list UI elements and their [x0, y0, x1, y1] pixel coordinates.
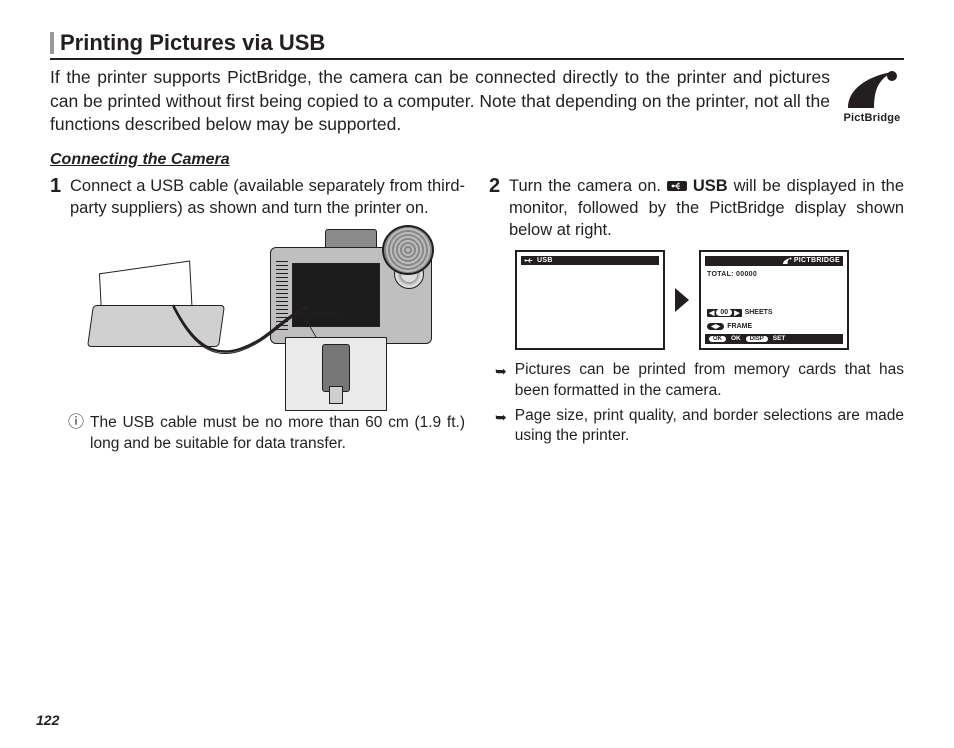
screen-total: TOTAL: 00000: [707, 271, 757, 278]
screen-pictbridge: PICTBRIDGE TOTAL: 00000 ◀00▶ SHEETS ◀▶ F…: [699, 250, 849, 350]
columns: 1 Connect a USB cable (available separat…: [50, 175, 904, 455]
usb-badge: [667, 181, 687, 191]
note-2-text: Page size, print quality, and border sel…: [515, 406, 904, 448]
step-2: 2 Turn the camera on. USB will b: [489, 175, 904, 242]
usb-icon: [671, 182, 681, 190]
screen-usb-banner-text: USB: [537, 257, 553, 264]
frame-btn-badge: ◀▶: [707, 323, 724, 330]
subheading: Connecting the Camera: [50, 151, 904, 169]
set-btn-badge: DISP: [745, 335, 769, 343]
step-2-text: Turn the camera on. USB will be displaye…: [509, 175, 904, 242]
screen-previews: USB PICTBRIDGE: [515, 250, 904, 350]
right-column: 2 Turn the camera on. USB will b: [489, 175, 904, 455]
step-1-number: 1: [50, 175, 64, 197]
step-2-pre: Turn the camera on.: [509, 177, 667, 195]
step-1: 1 Connect a USB cable (available separat…: [50, 175, 465, 220]
caution-note: ⓘ The USB cable must be no more than 60 …: [68, 413, 465, 455]
section-heading-text: Printing Pictures via USB: [60, 30, 325, 56]
screen-usb: USB: [515, 250, 665, 350]
note-2: ➥ Page size, print quality, and border s…: [495, 406, 904, 448]
note-bullet-icon: ➥: [495, 362, 507, 402]
intro-block: If the printer supports PictBridge, the …: [50, 66, 904, 137]
arrow-right-icon: [675, 288, 689, 312]
pictbridge-icon: [844, 68, 900, 112]
note-bullet-icon: ➥: [495, 408, 507, 448]
screen-sheets-num: 00: [716, 309, 732, 316]
screen-footer: OK OK DISP SET: [705, 334, 843, 344]
screen-sheets-row: ◀00▶ SHEETS: [707, 309, 841, 317]
screen-pictbridge-banner-text: PICTBRIDGE: [794, 257, 840, 264]
section-heading: Printing Pictures via USB: [50, 30, 904, 60]
screen-pictbridge-banner: PICTBRIDGE: [705, 256, 843, 266]
pictbridge-label: PictBridge: [840, 112, 904, 124]
usb-plug-zoom: [285, 337, 387, 411]
connection-illustration: [80, 227, 440, 407]
pictbridge-logo: PictBridge: [840, 68, 904, 124]
usb-icon: [524, 257, 534, 264]
caution-icon: ⓘ: [68, 413, 84, 455]
notes: ➥ Pictures can be printed from memory ca…: [495, 360, 904, 448]
intro-text: If the printer supports PictBridge, the …: [50, 66, 830, 137]
screen-frame-label: FRAME: [727, 323, 752, 330]
screen-usb-banner: USB: [521, 256, 659, 265]
screen-set-label: SET: [773, 335, 786, 342]
usb-label: USB: [693, 177, 728, 195]
note-1-text: Pictures can be printed from memory card…: [515, 360, 904, 402]
ok-btn-badge: OK: [708, 335, 727, 343]
caution-text: The USB cable must be no more than 60 cm…: [90, 413, 465, 455]
step-2-number: 2: [489, 175, 503, 197]
left-column: 1 Connect a USB cable (available separat…: [50, 175, 465, 455]
screen-ok-label: OK: [731, 335, 741, 342]
note-1: ➥ Pictures can be printed from memory ca…: [495, 360, 904, 402]
screen-sheets-label: SHEETS: [745, 309, 773, 316]
step-1-text: Connect a USB cable (available separatel…: [70, 175, 465, 220]
page-number: 122: [36, 712, 59, 728]
screen-frame-row: ◀▶ FRAME: [707, 323, 841, 330]
pictbridge-small-icon: [782, 257, 792, 265]
